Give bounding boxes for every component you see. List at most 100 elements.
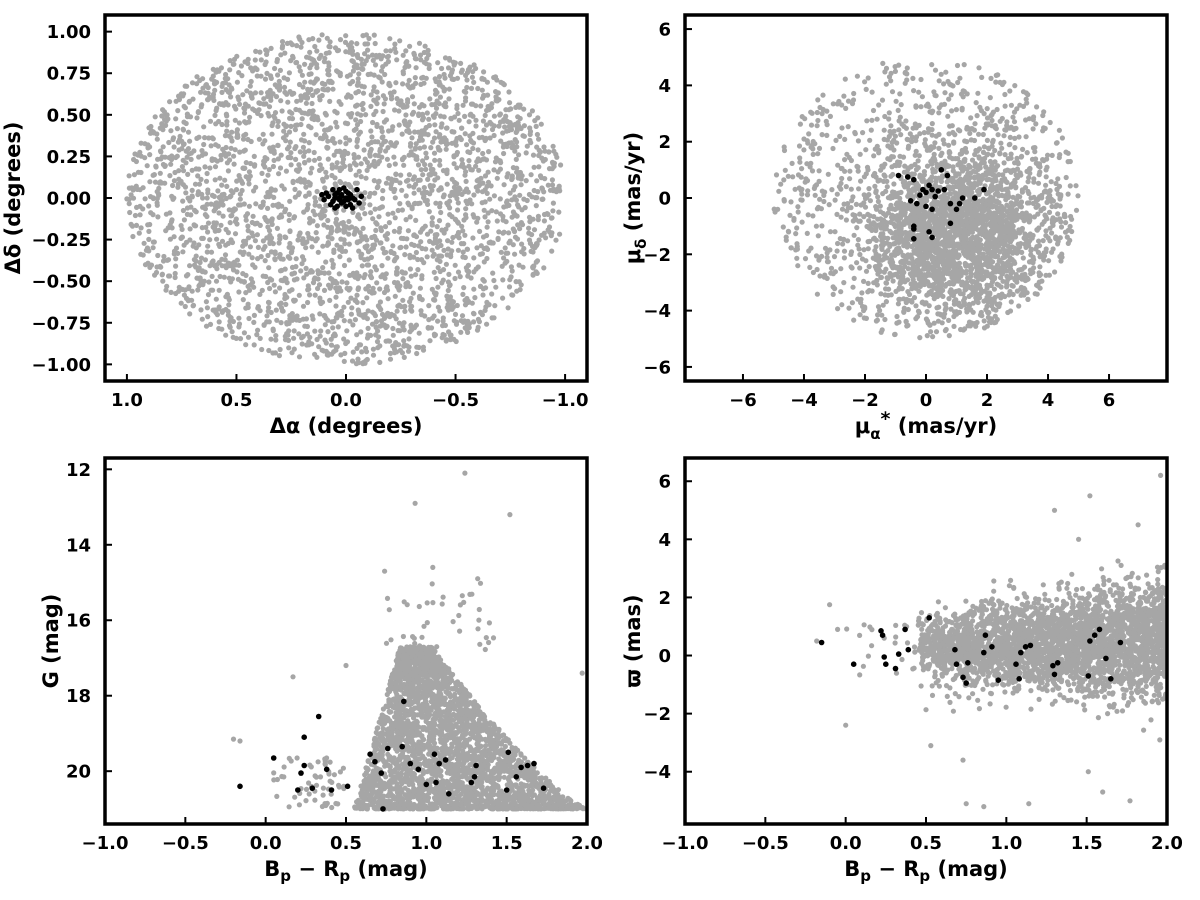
field-point [203,299,209,305]
field-point [1004,119,1010,125]
field-point [243,174,249,180]
field-point [851,232,857,238]
field-point [241,330,247,336]
field-point [862,204,869,210]
field-point [386,80,392,86]
field-point [228,213,234,219]
field-point [342,120,349,126]
field-point [376,214,382,220]
field-point [316,344,322,350]
field-point [420,347,427,353]
field-point [223,195,229,202]
field-point [863,147,869,153]
field-point [466,119,472,125]
field-point [350,68,356,74]
field-point [342,39,349,46]
field-point [464,77,470,83]
field-point [167,210,173,216]
field-point [405,228,411,234]
field-point [159,124,165,131]
field-point [203,224,209,230]
field-point [282,234,288,240]
field-point [472,295,478,301]
field-point [371,32,377,38]
field-point [317,311,323,317]
field-point [194,135,200,141]
field-point [264,70,270,76]
field-point [411,174,417,180]
field-point [238,63,244,69]
field-point [454,149,460,156]
field-point [326,63,332,69]
field-point [178,178,184,184]
field-point [424,189,430,196]
field-point [354,41,360,47]
field-point [315,249,321,255]
field-point [512,121,519,127]
field-point [298,97,304,103]
field-point [346,241,352,247]
field-point [510,242,516,248]
field-point [1008,102,1015,108]
field-point [445,238,451,244]
field-point [443,146,449,152]
field-point [382,224,389,230]
field-point [406,129,412,135]
field-point [447,212,453,218]
field-point [230,334,236,340]
field-point [461,241,467,247]
field-point [261,158,267,164]
field-point [821,192,827,198]
field-point [916,288,922,294]
field-point [1040,157,1046,163]
field-point [311,149,317,156]
field-point [892,68,899,74]
field-point [445,246,451,252]
field-point [291,335,297,341]
field-point [802,116,808,122]
field-point [827,113,834,119]
field-point [437,132,443,138]
field-point [402,252,408,258]
field-point [392,293,398,299]
field-point [432,333,438,339]
field-point [378,274,384,280]
field-point [300,144,306,150]
field-point [236,315,242,321]
field-point [284,280,290,286]
field-point [386,220,392,226]
field-point [842,76,848,82]
field-point [227,324,233,330]
field-point [500,277,506,283]
field-point [489,291,495,297]
field-point [324,174,330,180]
field-point [551,148,557,154]
field-point [443,226,449,232]
field-point [296,64,302,70]
field-point [201,278,207,284]
field-point [390,243,396,249]
field-point [401,327,407,333]
field-point [246,181,252,187]
field-point [866,186,872,192]
x-tick-label: −0.5 [432,390,479,411]
field-point [347,318,353,324]
field-point [210,91,217,97]
field-point [799,166,805,172]
field-point [234,127,240,133]
field-point [210,73,216,79]
field-point [262,258,268,264]
field-point [312,328,318,334]
field-point [205,190,211,196]
field-point [204,170,210,177]
field-point [1065,191,1071,197]
member-point [338,200,345,206]
field-point [393,80,399,86]
field-point [457,274,463,280]
field-point [946,333,952,339]
field-point [261,96,267,102]
field-point [528,140,534,146]
field-point [391,188,397,195]
field-point [1008,299,1014,305]
